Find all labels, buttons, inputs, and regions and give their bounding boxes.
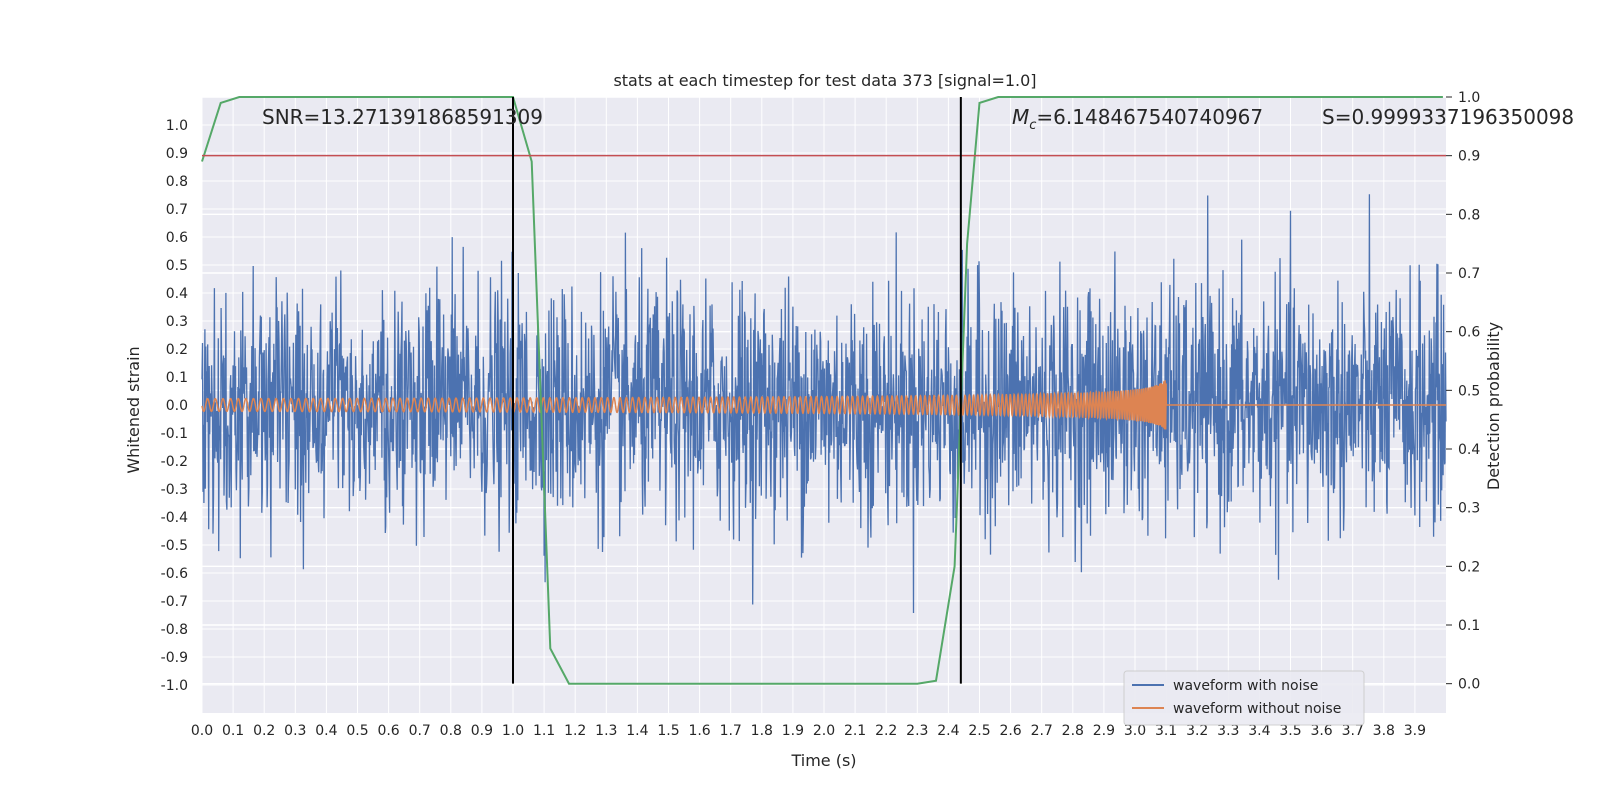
noise-waveform-line [201,194,1447,614]
x-tick-label: 1.7 [720,723,742,739]
x-tick-label: 1.1 [533,723,555,739]
x-axis-ticks: 0.0 0.1 0.2 0.3 0.4 0.5 0.6 0.7 0.8 0.9 1.0 1.1 1.2 1… [191,723,1426,739]
x-tick-label: 0.6 [377,723,399,739]
x-tick-label: 1.6 [688,723,710,739]
x-tick-label: 3.2 [1186,723,1208,739]
y-right-tick-label: 0.9 [1458,149,1480,165]
x-tick-label: 2.1 [844,723,866,739]
y-axis-label: Whitened strain [124,346,143,473]
x-tick-label: 1.5 [657,723,679,739]
x-tick-label: 2.8 [1062,723,1084,739]
x-tick-label: 3.3 [1217,723,1239,739]
y-tick-label: -0.7 [161,594,188,610]
x-tick-label: 2.0 [813,723,835,739]
y-tick-label: 0.7 [166,202,188,218]
vertical-markers [512,97,962,684]
x-tick-label: 0.4 [315,723,337,739]
y-right-tick-label: 0.7 [1458,266,1480,282]
y-right-tick-label: 0.0 [1458,677,1480,693]
legend-label-noise: waveform with noise [1173,678,1318,694]
s-annotation: S=0.9999337196350098 [1322,105,1574,129]
x-tick-label: 1.4 [626,723,648,739]
y-right-tick-label: 0.4 [1458,442,1480,458]
y-tick-label: 0.0 [166,398,188,414]
y-tick-label: 0.6 [166,230,188,246]
y-tick-label: -0.5 [161,538,188,554]
x-tick-label: 2.2 [875,723,897,739]
series-waveform-without-noise [201,380,1446,430]
y-tick-label: -0.1 [161,426,188,442]
y-tick-label: 0.3 [166,314,188,330]
y-right-tick-label: 0.5 [1458,383,1480,399]
x-tick-label: 0.5 [346,723,368,739]
y-right-tick-label: 0.2 [1458,559,1480,575]
probability-line [201,96,1443,685]
x-tick-label: 1.2 [564,723,586,739]
x-tick-label: 3.9 [1404,723,1426,739]
x-tick-label: 3.1 [1155,723,1177,739]
y-tick-label: -0.2 [161,454,188,470]
x-axis-label: Time (s) [790,751,856,770]
y-right-tick-label: 0.3 [1458,501,1480,517]
x-tick-label: 3.7 [1342,723,1364,739]
series-detection-probability [201,96,1443,685]
chart-title: stats at each timestep for test data 373… [613,71,1036,90]
x-tick-label: 1.8 [751,723,773,739]
y-tick-label: -0.6 [161,566,188,582]
y-tick-label: -1.0 [161,678,188,694]
y-tick-label: 0.9 [166,146,188,162]
y-tick-label: -0.3 [161,482,188,498]
x-tick-label: 0.1 [222,723,244,739]
legend-box [1123,670,1365,726]
x-tick-label: 2.9 [1093,723,1115,739]
chirp-mass-annotation: Mc=6.148467540740967 [1012,105,1263,133]
snr-annotation: SNR=13.271391868591309 [262,105,543,129]
y-tick-label: 0.8 [166,174,188,190]
x-tick-label: 0.9 [471,723,493,739]
x-tick-label: 0.3 [284,723,306,739]
x-tick-label: 0.2 [253,723,275,739]
x-tick-label: 1.9 [782,723,804,739]
x-tick-label: 2.6 [999,723,1021,739]
y-tick-label: -0.8 [161,622,188,638]
x-tick-label: 0.7 [409,723,431,739]
chirp-mass-subscript: c [1029,118,1036,133]
y-right-tick-label: 0.1 [1458,618,1480,634]
x-tick-label: 3.0 [1124,723,1146,739]
legend-label-clean: waveform without noise [1173,701,1341,717]
x-tick-label: 3.6 [1310,723,1332,739]
x-tick-label: 2.5 [968,723,990,739]
chirp-mass-value: =6.148467540740967 [1036,105,1263,129]
y-axis-right-ticks: 1.0 0.9 0.8 0.7 0.6 0.5 0.4 0.3 0.2 0.1 0.0 [1446,90,1480,693]
y-tick-label: 0.2 [166,342,188,358]
x-tick-label: 1.3 [595,723,617,739]
y-right-tick-label: 0.8 [1458,207,1480,223]
y-tick-label: -0.9 [161,650,188,666]
y-axis-right-label: Detection probability [1484,322,1503,490]
series-waveform-with-noise [201,194,1447,614]
x-tick-label: 2.7 [1031,723,1053,739]
y-tick-label: 1.0 [166,118,188,134]
chirp-mass-symbol: M [1012,105,1029,129]
y-tick-label: 0.4 [166,286,188,302]
y-right-tick-label: 1.0 [1458,90,1480,106]
y-axis-ticks: 1.0 0.9 0.8 0.7 0.6 0.5 0.4 0.3 0.2 0.1 0.0 -0.1 -0.… [161,118,188,694]
x-tick-label: 2.4 [937,723,959,739]
y-tick-label: -0.4 [161,510,188,526]
x-tick-label: 2.3 [906,723,928,739]
x-tick-label: 0.0 [191,723,213,739]
y-right-tick-label: 0.6 [1458,325,1480,341]
x-tick-label: 0.8 [440,723,462,739]
x-tick-label: 3.5 [1279,723,1301,739]
x-tick-label: 1.0 [502,723,524,739]
x-tick-label: 3.8 [1373,723,1395,739]
clean-waveform-line [201,380,1446,430]
x-tick-label: 3.4 [1248,723,1270,739]
y-tick-label: 0.5 [166,258,188,274]
y-tick-label: 0.1 [166,370,188,386]
legend: waveform with noise waveform without noi… [1123,670,1365,726]
